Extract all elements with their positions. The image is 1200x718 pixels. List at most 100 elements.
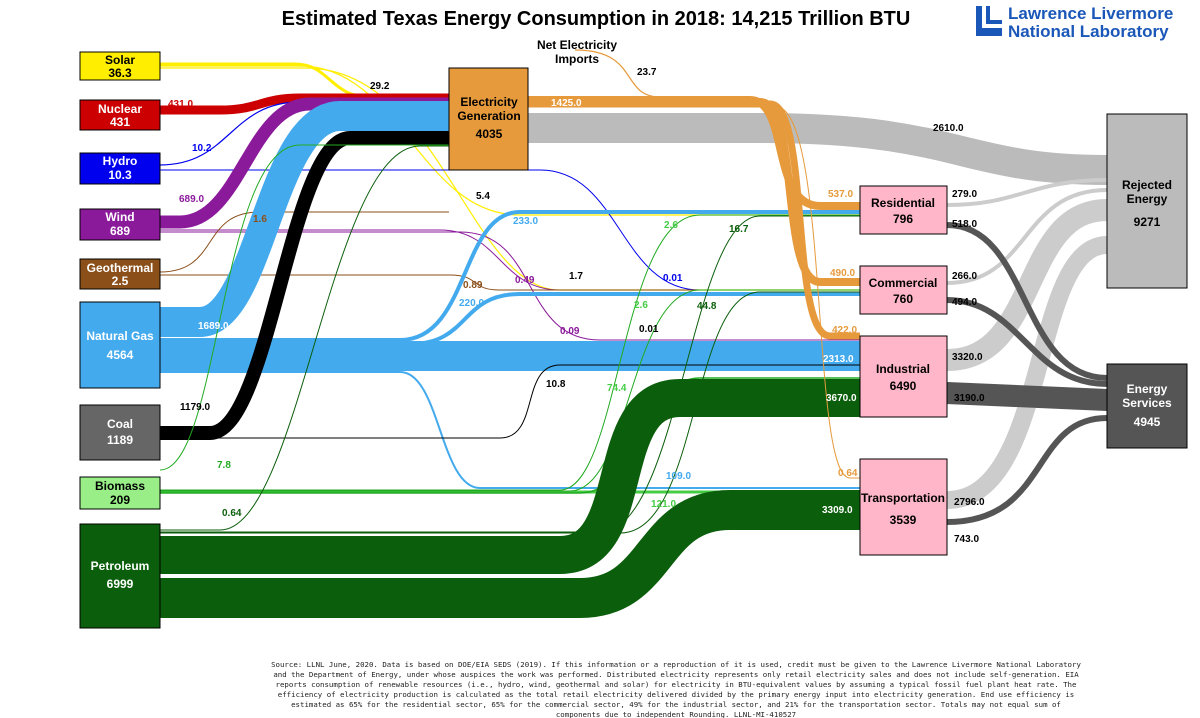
- commercial-name: Commercial: [869, 276, 938, 290]
- label-elec-res: 537.0: [828, 189, 853, 200]
- flow-wind-com: [160, 229, 860, 291]
- biomass-value: 209: [110, 493, 130, 507]
- hydro-name: Hydro: [103, 154, 138, 168]
- node-nuclear: Nuclear 431: [79, 99, 161, 131]
- petroleum-value: 6999: [107, 577, 134, 591]
- flow-bio-com: [160, 289, 860, 492]
- label-coal-ind: 10.8: [546, 379, 566, 390]
- output-nodes: Rejected Energy 9271 Energy Services 494…: [1106, 113, 1188, 449]
- label-res-serv: 518.0: [952, 219, 977, 230]
- flows: [159, 49, 1109, 618]
- label-nuclear-elec: 431.0: [168, 99, 193, 110]
- flow-bio-elec: [159, 144, 449, 471]
- label-wind-com: 0.49: [515, 275, 535, 286]
- nuclear-name: Nuclear: [98, 102, 142, 116]
- services-name-2: Services: [1122, 396, 1172, 410]
- flow-wind-ind: [160, 231, 860, 341]
- electricity-name-2: Generation: [457, 109, 520, 123]
- flow-trans-rejected: [946, 236, 1109, 509]
- wind-box: [79, 208, 161, 241]
- rejected-name-1: Rejected: [1122, 178, 1172, 192]
- label-elec-trans: 0.64: [838, 468, 858, 479]
- flow-gas-elec: [160, 101, 449, 337]
- residential-name: Residential: [871, 196, 935, 210]
- flow-gas-com: [160, 292, 860, 346]
- source-line-5: estimated as 65% for the residential sec…: [291, 700, 1061, 709]
- label-ind-rej: 3320.0: [952, 352, 983, 363]
- node-biomass: Biomass 209: [79, 476, 161, 510]
- electricity-name-1: Electricity: [460, 95, 518, 109]
- flow-com-services: [946, 297, 1108, 387]
- natural-gas-value: 4564: [107, 348, 134, 362]
- node-petroleum: Petroleum 6999: [79, 523, 161, 629]
- source-line-4: efficiency of electricity production is …: [278, 690, 1074, 699]
- coal-value: 1189: [107, 433, 133, 447]
- electricity-value: 4035: [476, 127, 503, 141]
- node-coal: Coal 1189: [79, 404, 161, 461]
- label-pet-elec: 0.64: [222, 508, 242, 519]
- flow-wind-elec: [160, 97, 449, 229]
- label-trans-rej: 2796.0: [954, 497, 985, 508]
- flow-pet-elec: [160, 145, 449, 531]
- flow-geo-com: [160, 274, 860, 291]
- label-res-rej: 279.0: [952, 189, 977, 200]
- sector-nodes: Residential 796 Commercial 760 Industria…: [859, 185, 948, 556]
- flow-solar-elec: [160, 62, 449, 99]
- natural-gas-box: [79, 301, 161, 389]
- hydro-value: 10.3: [108, 168, 132, 182]
- transportation-name: Transportation: [861, 491, 945, 505]
- coal-name: Coal: [107, 417, 133, 431]
- flow-coal-elec: [160, 131, 449, 440]
- flow-nuclear-elec: [160, 93, 449, 115]
- label-bio-res: 2.6: [664, 220, 678, 231]
- source-nodes: Solar 36.3 Nuclear 431 Hydro 10.3 Wind 6…: [79, 51, 161, 629]
- label-pet-ind: 3670.0: [826, 393, 857, 404]
- services-value: 4945: [1134, 415, 1161, 429]
- node-residential: Residential 796: [859, 185, 948, 235]
- label-solar-ind: 0.01: [639, 324, 659, 335]
- electricity-box: [448, 67, 529, 171]
- node-natural-gas: Natural Gas 4564: [79, 301, 161, 389]
- petroleum-name: Petroleum: [91, 559, 150, 573]
- flow-elec-rejected: [528, 113, 1108, 185]
- label-gas-com: 220.0: [459, 298, 484, 309]
- label-bio-ind: 74.4: [607, 383, 627, 394]
- label-pet-com: 44.8: [697, 301, 717, 312]
- nuclear-box: [79, 99, 161, 131]
- wind-name: Wind: [105, 210, 134, 224]
- rejected-value: 9271: [1134, 215, 1161, 229]
- imports-value: 23.7: [637, 67, 657, 78]
- flow-hydro-ind: [160, 169, 860, 291]
- geothermal-value: 2.5: [112, 274, 129, 288]
- label-solar-elec: 29.2: [370, 81, 390, 92]
- imports-line-2: Imports: [555, 52, 599, 66]
- flow-pet-trans: [160, 490, 860, 618]
- source-note: Source: LLNL June, 2020. Data is based o…: [271, 660, 1081, 718]
- flow-solar-com: [160, 67, 860, 291]
- natural-gas-name: Natural Gas: [86, 329, 154, 343]
- node-energy-services: Energy Services 4945: [1106, 363, 1188, 449]
- label-gas-res: 233.0: [513, 216, 538, 227]
- flow-res-services: [946, 222, 1108, 381]
- flow-gas-trans: [160, 371, 860, 489]
- label-elec-com: 490.0: [830, 268, 855, 279]
- label-hydro-elec: 10.2: [192, 143, 212, 154]
- label-pet-trans: 3309.0: [822, 505, 853, 516]
- source-line-1: Source: LLNL June, 2020. Data is based o…: [271, 660, 1081, 669]
- node-transportation: Transportation 3539: [859, 458, 948, 556]
- label-bio-com: 2.6: [634, 300, 648, 311]
- node-solar: Solar 36.3: [79, 51, 161, 81]
- flow-hydro-elec: [159, 101, 449, 166]
- net-imports: Net Electricity Imports 23.7: [537, 38, 657, 78]
- geothermal-box: [79, 258, 161, 290]
- flow-coal-ind: [160, 364, 860, 439]
- label-coal-elec: 1179.0: [180, 402, 210, 413]
- imports-line-1: Net Electricity: [537, 38, 617, 52]
- hydro-box: [79, 152, 161, 185]
- petroleum-box: [79, 523, 161, 629]
- label-solar-res: 5.4: [476, 191, 490, 202]
- node-rejected-energy: Rejected Energy 9271: [1106, 113, 1188, 289]
- node-commercial: Commercial 760: [859, 265, 948, 315]
- flow-ind-services: [946, 382, 1108, 411]
